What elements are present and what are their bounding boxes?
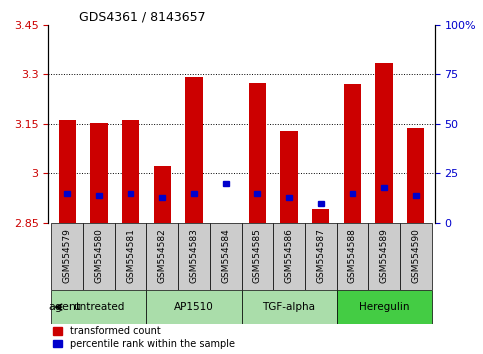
Bar — [407, 128, 425, 223]
Bar — [350, 191, 355, 196]
Text: Heregulin: Heregulin — [359, 302, 409, 312]
Bar — [210, 223, 242, 290]
Text: GSM554586: GSM554586 — [284, 228, 294, 283]
Bar — [381, 185, 387, 190]
Bar — [337, 290, 431, 324]
Text: TGF-alpha: TGF-alpha — [262, 302, 315, 312]
Bar — [90, 123, 108, 223]
Text: AP1510: AP1510 — [174, 302, 214, 312]
Bar — [154, 166, 171, 223]
Text: GSM554588: GSM554588 — [348, 228, 357, 283]
Bar — [286, 195, 292, 200]
Bar — [273, 223, 305, 290]
Legend: transformed count, percentile rank within the sample: transformed count, percentile rank withi… — [53, 326, 235, 349]
Text: GDS4361 / 8143657: GDS4361 / 8143657 — [79, 11, 206, 24]
Bar — [52, 223, 83, 290]
Bar — [368, 223, 400, 290]
Bar — [343, 84, 361, 223]
Bar — [242, 223, 273, 290]
Bar — [146, 290, 242, 324]
Text: GSM554583: GSM554583 — [189, 228, 199, 283]
Bar — [122, 120, 140, 223]
Bar — [337, 223, 368, 290]
Text: GSM554587: GSM554587 — [316, 228, 325, 283]
Bar — [318, 201, 324, 206]
Text: GSM554584: GSM554584 — [221, 228, 230, 283]
Text: GSM554579: GSM554579 — [63, 228, 72, 283]
Bar — [400, 223, 431, 290]
Bar — [64, 191, 70, 196]
Bar — [58, 120, 76, 223]
Bar — [305, 223, 337, 290]
Bar — [115, 223, 146, 290]
Bar — [413, 193, 419, 198]
Bar — [375, 63, 393, 223]
Bar — [242, 290, 337, 324]
Text: agent: agent — [49, 302, 81, 312]
Bar — [159, 195, 165, 200]
Bar — [223, 181, 228, 186]
Bar — [255, 191, 260, 196]
Text: untreated: untreated — [73, 302, 125, 312]
Text: GSM554582: GSM554582 — [158, 228, 167, 283]
Bar — [83, 223, 115, 290]
Bar — [178, 223, 210, 290]
Text: GSM554580: GSM554580 — [95, 228, 103, 283]
Text: GSM554581: GSM554581 — [126, 228, 135, 283]
Bar — [280, 131, 298, 223]
Bar — [96, 193, 102, 198]
Bar — [146, 223, 178, 290]
Bar — [128, 191, 133, 196]
Text: GSM554589: GSM554589 — [380, 228, 388, 283]
Bar — [52, 290, 146, 324]
Bar — [312, 209, 329, 223]
Bar — [191, 191, 197, 196]
Bar — [185, 77, 203, 223]
Text: GSM554590: GSM554590 — [411, 228, 420, 283]
Bar — [249, 83, 266, 223]
Text: GSM554585: GSM554585 — [253, 228, 262, 283]
